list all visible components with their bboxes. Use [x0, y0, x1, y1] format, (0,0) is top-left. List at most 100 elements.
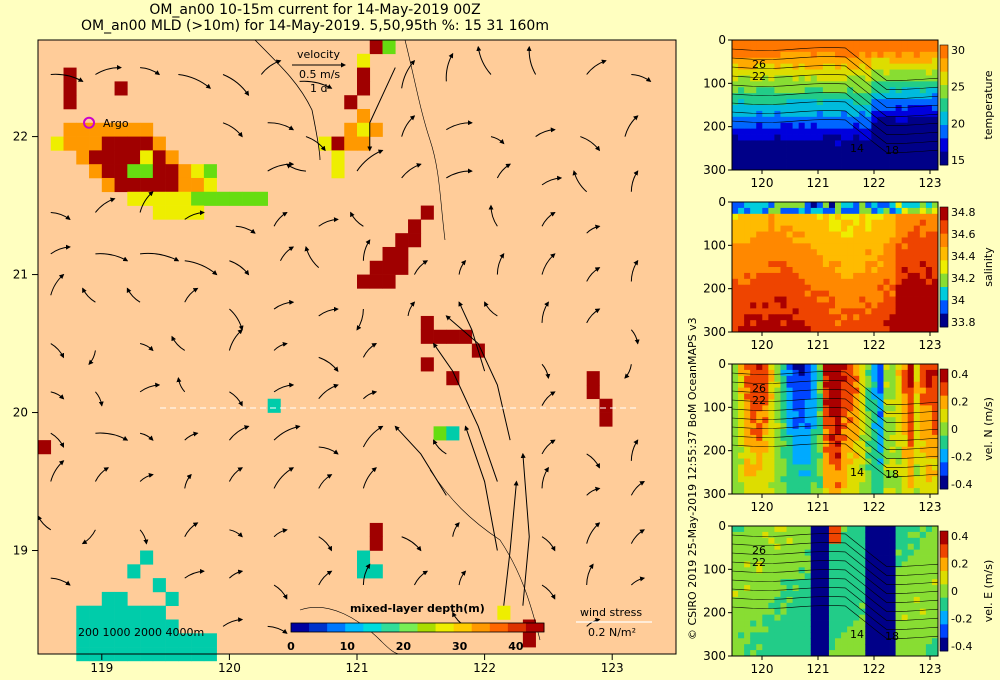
isotherm-contour	[731, 551, 939, 585]
panel-cell	[792, 591, 800, 598]
panel-cell	[738, 526, 745, 533]
panel-cell	[822, 555, 830, 562]
panel-cell	[828, 452, 836, 459]
panel-cell	[919, 45, 927, 53]
panel-cell	[750, 591, 757, 598]
panel-cell	[738, 99, 745, 106]
panel-cell	[828, 140, 836, 147]
panel-cell	[780, 417, 787, 424]
panel-y-tick-label: 100	[703, 562, 726, 576]
panel-cell	[913, 284, 921, 292]
panel-cell	[768, 531, 775, 539]
panel-cell	[931, 591, 939, 598]
panel-cell	[738, 308, 745, 315]
panel-cell	[901, 314, 909, 321]
panel-cell	[786, 122, 793, 130]
panel-cell	[919, 602, 927, 610]
panel-cell	[835, 81, 842, 88]
panel-cell	[871, 219, 878, 227]
panel-cell	[871, 202, 878, 209]
panel-cell	[768, 207, 775, 215]
panel-cell	[919, 128, 927, 135]
current-vector	[458, 570, 467, 586]
current-vector	[541, 301, 549, 323]
panel-cell	[841, 134, 848, 141]
panel-cell	[841, 320, 848, 327]
panel-cell	[774, 608, 781, 616]
panel-cell	[762, 596, 769, 604]
panel-cell	[913, 585, 921, 592]
panel-cell	[774, 213, 781, 221]
wind-stress-legend-value: 0.2 N/m²	[588, 626, 636, 639]
panel-cell	[931, 237, 939, 244]
current-vector	[586, 453, 600, 469]
current-vector	[362, 343, 378, 358]
panel-colorbar-swatch	[940, 58, 948, 73]
isotherm-contour	[731, 47, 939, 81]
panel-cell	[901, 308, 909, 315]
panel-cell	[835, 237, 842, 244]
panel-cell	[925, 225, 933, 232]
panel-cell	[871, 75, 878, 82]
panel-cell	[889, 219, 896, 227]
panel-cell	[889, 364, 896, 371]
panel-cell	[768, 644, 775, 651]
panel-cell	[847, 482, 854, 489]
mld-cell	[395, 260, 409, 275]
panel-cell	[738, 411, 745, 418]
current-vector	[50, 460, 65, 482]
panel-cell	[744, 302, 751, 309]
panel-cell	[828, 146, 836, 153]
panel-cell	[756, 302, 763, 309]
panel-cell	[847, 134, 854, 141]
panel-cell	[786, 596, 793, 604]
panel-cell	[889, 417, 896, 424]
panel-cell	[901, 75, 909, 82]
panel-cell	[877, 231, 884, 238]
panel-cell	[877, 381, 884, 389]
panel-cell	[907, 596, 915, 604]
panel-cell	[877, 620, 884, 627]
panel-cell	[901, 51, 909, 59]
panel-cell	[913, 417, 921, 424]
panel-cell	[732, 51, 739, 59]
panel-cell	[889, 231, 896, 238]
panel-cell	[768, 567, 775, 574]
panel-cell	[901, 579, 909, 586]
panel-cell	[750, 434, 757, 442]
current-vector	[139, 191, 154, 213]
panel-cell	[756, 387, 763, 394]
panel-cell	[762, 57, 769, 65]
panel-cell	[913, 51, 921, 59]
panel-cell	[859, 57, 866, 65]
panel-cell	[786, 476, 793, 483]
panel-cell	[804, 644, 812, 651]
panel-cell	[798, 75, 806, 82]
current-vector	[541, 253, 556, 275]
current-vector	[541, 363, 551, 380]
panel-cell	[877, 284, 884, 292]
panel-cell	[780, 596, 787, 604]
panel-cell	[901, 393, 909, 400]
current-vector	[630, 481, 645, 496]
panel-cell	[792, 116, 800, 124]
panel-cell	[816, 393, 824, 400]
mld-cell	[152, 578, 166, 593]
panel-cell	[919, 326, 927, 333]
panel-cell	[810, 308, 818, 315]
panel-cell	[835, 476, 842, 483]
panel-cell	[871, 626, 878, 633]
mld-cell	[63, 67, 77, 82]
panel-cell	[744, 423, 751, 430]
panel-cell	[738, 128, 745, 135]
panel-cell	[901, 526, 909, 533]
panel-cell	[756, 638, 763, 645]
panel-cell	[750, 650, 757, 657]
panel-cell	[841, 105, 848, 112]
panel-cell	[865, 464, 872, 471]
panel-cell	[816, 381, 824, 389]
panel-cell	[780, 591, 787, 598]
panel-cell	[901, 549, 909, 556]
panel-cell	[877, 213, 884, 221]
panel-cell	[925, 45, 933, 53]
